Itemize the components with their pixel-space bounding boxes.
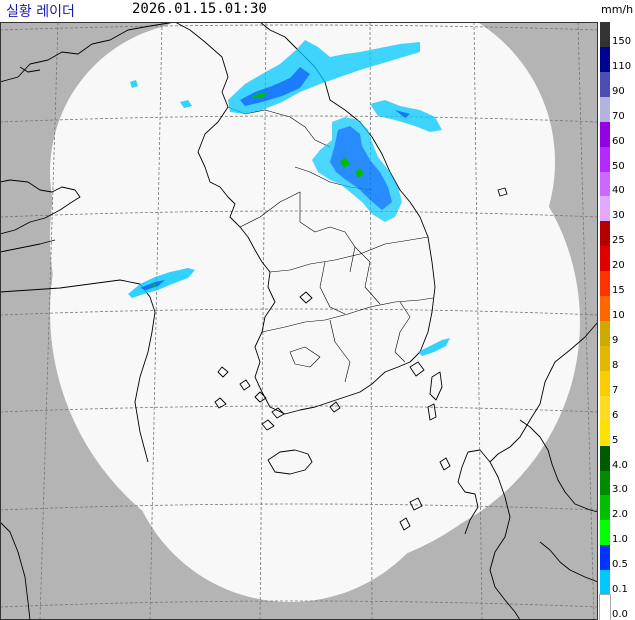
legend-swatch	[600, 121, 610, 148]
legend-swatch	[600, 445, 610, 471]
legend-label: 20	[612, 260, 625, 272]
legend-swatch	[600, 46, 610, 73]
coverage-area	[50, 22, 580, 602]
legend-swatch	[600, 395, 610, 422]
legend-label: 110	[612, 60, 632, 72]
legend-label: 0.0	[612, 609, 628, 620]
legend-swatch	[600, 520, 610, 546]
legend-swatch	[600, 296, 610, 322]
legend-swatch	[600, 321, 610, 347]
legend-swatch	[600, 22, 610, 48]
radar-map[interactable]	[0, 22, 598, 620]
legend-label: 5	[612, 434, 619, 446]
echo-southeast	[418, 338, 450, 356]
legend-swatch	[600, 96, 610, 123]
radar-echoes	[128, 40, 450, 356]
legend-label: 1.0	[612, 534, 628, 546]
legend-label: 25	[612, 235, 625, 247]
legend-swatch	[600, 470, 610, 496]
legend-swatch	[600, 345, 610, 372]
legend-label: 3.0	[612, 484, 628, 496]
legend-swatch	[600, 221, 610, 247]
legend-swatch	[600, 545, 610, 571]
legend-label: 30	[612, 210, 625, 222]
coastlines	[0, 22, 598, 620]
legend-label: 2.0	[612, 509, 628, 521]
title-bar: 실황 레이더 2026.01.15.01:30	[2, 0, 602, 22]
legend-label: 150	[612, 35, 632, 47]
legend-swatch	[600, 246, 610, 272]
legend-label: 10	[612, 310, 625, 321]
legend-label: 0.5	[612, 559, 628, 571]
observation-time: 2026.01.15.01:30	[132, 1, 267, 17]
legend-label: 8	[612, 359, 619, 371]
legend-label: 6	[612, 409, 619, 421]
legend-label: 40	[612, 185, 625, 197]
legend-swatch	[600, 196, 610, 222]
legend-swatch	[600, 171, 610, 197]
legend-label: 70	[612, 110, 625, 122]
legend-label: 4.0	[612, 459, 628, 471]
legend-swatch	[600, 71, 610, 98]
legend-label: 7	[612, 384, 619, 396]
legend-label: 9	[612, 334, 619, 346]
legend-label: 15	[612, 285, 625, 297]
legend-swatch	[600, 420, 610, 447]
radar-title: 실황 레이더	[6, 4, 75, 20]
legend-swatch	[600, 146, 610, 172]
legend-swatch	[600, 271, 610, 297]
legend-label: 50	[612, 160, 625, 172]
legend-label: 90	[612, 85, 625, 97]
precipitation-legend: 150 110 90 70 60 50 40 30 25 20 15 10 9 8 7 6 5 4.0 3.0 2.0…	[599, 22, 635, 620]
legend-label: 0.1	[612, 584, 628, 596]
echo-central	[312, 117, 402, 222]
legend-unit: mm/h	[601, 3, 634, 16]
legend-swatch	[600, 370, 610, 397]
legend-swatch	[600, 570, 610, 596]
legend-swatch	[599, 594, 611, 620]
legend-swatch	[600, 495, 610, 521]
legend-label: 60	[612, 135, 625, 147]
